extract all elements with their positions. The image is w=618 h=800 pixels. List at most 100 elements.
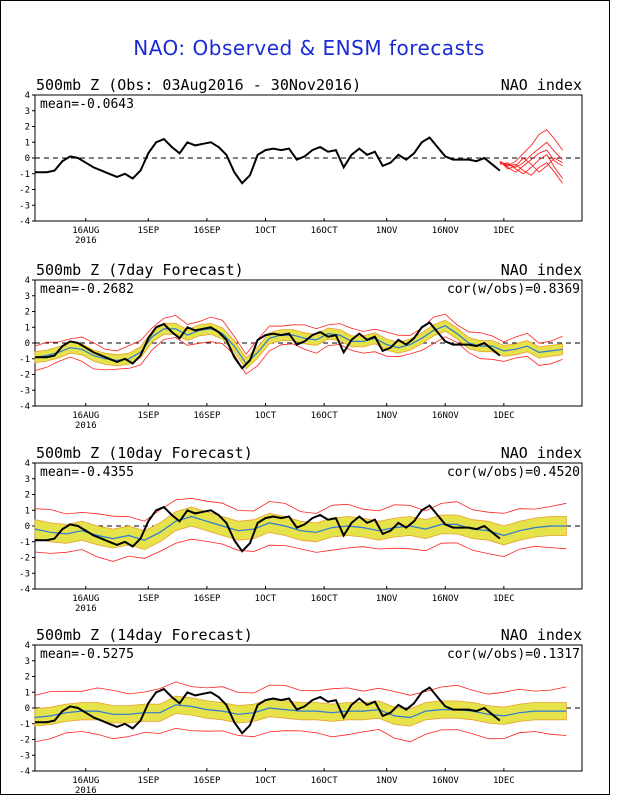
x-tick-label: 1SEP	[137, 776, 159, 786]
x-tick-label: 1DEC	[493, 594, 515, 604]
panel-title: 500mb Z (10day Forecast)	[36, 444, 253, 462]
x-tick-label: 16OCT	[311, 226, 339, 236]
y-tick-label: 3	[25, 292, 30, 302]
ensemble-min-line	[34, 727, 567, 743]
y-tick-label: -1	[19, 170, 30, 180]
x-tick-label: 1OCT	[255, 776, 277, 786]
x-tick-label: 16SEP	[193, 594, 221, 604]
x-tick-label: 1DEC	[493, 776, 515, 786]
observed-line	[35, 136, 501, 185]
correlation-label: cor(w/obs)=0.1317	[447, 647, 580, 662]
x-tick-label: 16NOV	[432, 776, 460, 786]
panel-2: 500mb Z (7day Forecast) NAO index 4 3 2 1 0 -1 -…	[19, 261, 583, 431]
y-tick-label: 4	[25, 641, 30, 651]
x-tick-label: 16AUG	[72, 594, 99, 604]
y-tick-label: -3	[19, 201, 30, 211]
observed-line	[35, 504, 501, 553]
mean-label-bg	[37, 465, 149, 479]
ensemble-min-line	[34, 538, 567, 562]
x-tick-year: 2016	[75, 786, 97, 796]
x-tick-label: 1NOV	[376, 776, 398, 786]
y-tick-label: -2	[19, 554, 30, 564]
y-tick-label: -3	[19, 386, 30, 396]
observed-line	[35, 321, 501, 370]
correlation-label-bg	[414, 465, 580, 479]
y-tick-label: -3	[19, 751, 30, 761]
x-tick-label: 1OCT	[255, 594, 277, 604]
y-tick-label: 2	[25, 308, 30, 318]
panel-title: 500mb Z (7day Forecast)	[36, 261, 244, 279]
y-tick-label: -1	[19, 355, 30, 365]
y-tick-label: 4	[25, 276, 30, 286]
panel-title: 500mb Z (14day Forecast)	[36, 626, 253, 644]
y-tick-label: 0	[25, 704, 30, 714]
mean-label: mean=-0.4355	[40, 465, 134, 480]
x-tick-label: 16OCT	[311, 776, 339, 786]
panel-variable-label: NAO index	[501, 261, 582, 279]
x-tick-label: 1NOV	[376, 411, 398, 421]
x-tick-label: 1SEP	[137, 411, 159, 421]
mean-label-bg	[37, 282, 149, 296]
y-tick-label: 1	[25, 138, 30, 148]
x-tick-label: 16AUG	[72, 226, 99, 236]
x-tick-label: 1DEC	[493, 411, 515, 421]
forecast-member-line	[499, 162, 563, 184]
x-tick-label: 16NOV	[432, 594, 460, 604]
x-tick-year: 2016	[75, 604, 97, 614]
ensemble-mean-line	[34, 704, 567, 719]
ensemble-max-line	[34, 497, 567, 522]
main-title: NAO: Observed & ENSM forecasts	[133, 36, 485, 60]
x-tick-label: 16NOV	[432, 226, 460, 236]
y-tick-label: 0	[25, 522, 30, 532]
y-tick-label: -4	[19, 585, 30, 595]
forecast-member-line	[499, 149, 563, 173]
x-tick-year: 2016	[75, 421, 97, 431]
x-tick-year: 2016	[75, 236, 97, 246]
y-tick-label: -1	[19, 720, 30, 730]
x-tick-label: 1NOV	[376, 226, 398, 236]
x-tick-label: 1NOV	[376, 594, 398, 604]
y-tick-label: 4	[25, 91, 30, 101]
x-tick-label: 1SEP	[137, 226, 159, 236]
y-tick-label: -4	[19, 217, 30, 227]
y-tick-label: 4	[25, 459, 30, 469]
ensemble-min-line	[34, 336, 563, 375]
panel-variable-label: NAO index	[501, 444, 582, 462]
forecast-member-line	[499, 157, 563, 173]
y-tick-label: 2	[25, 123, 30, 133]
y-tick-label: 0	[25, 339, 30, 349]
y-tick-label: -4	[19, 402, 30, 412]
panel-title: 500mb Z (Obs: 03Aug2016 - 30Nov2016)	[36, 76, 361, 94]
x-tick-label: 1OCT	[255, 226, 277, 236]
y-tick-label: -2	[19, 736, 30, 746]
panel-3: 500mb Z (10day Forecast) NAO index 4 3 2 1 0 -1…	[19, 444, 583, 614]
mean-label-bg	[37, 647, 149, 661]
y-tick-label: 1	[25, 323, 30, 333]
x-tick-label: 1OCT	[255, 411, 277, 421]
y-tick-label: 3	[25, 657, 30, 667]
y-tick-label: -3	[19, 569, 30, 579]
y-tick-label: 1	[25, 688, 30, 698]
y-tick-label: -1	[19, 538, 30, 548]
y-tick-label: 3	[25, 107, 30, 117]
correlation-label: cor(w/obs)=0.8369	[447, 282, 580, 297]
y-tick-label: 0	[25, 154, 30, 164]
observed-line	[35, 686, 501, 735]
x-tick-label: 1SEP	[137, 594, 159, 604]
mean-label: mean=-0.5275	[40, 647, 134, 662]
x-tick-label: 16AUG	[72, 776, 99, 786]
x-tick-label: 16SEP	[193, 776, 221, 786]
mean-label-bg	[37, 97, 149, 111]
y-tick-label: 3	[25, 475, 30, 485]
correlation-label: cor(w/obs)=0.4520	[447, 465, 580, 480]
panel-4: 500mb Z (14day Forecast) NAO index 4 3 2 1 0 -1…	[19, 626, 583, 796]
x-tick-label: 16SEP	[193, 226, 221, 236]
y-tick-label: 1	[25, 506, 30, 516]
x-tick-label: 16AUG	[72, 411, 99, 421]
panel-variable-label: NAO index	[501, 626, 582, 644]
mean-label: mean=-0.2682	[40, 282, 134, 297]
correlation-label-bg	[414, 647, 580, 661]
y-tick-label: 2	[25, 673, 30, 683]
